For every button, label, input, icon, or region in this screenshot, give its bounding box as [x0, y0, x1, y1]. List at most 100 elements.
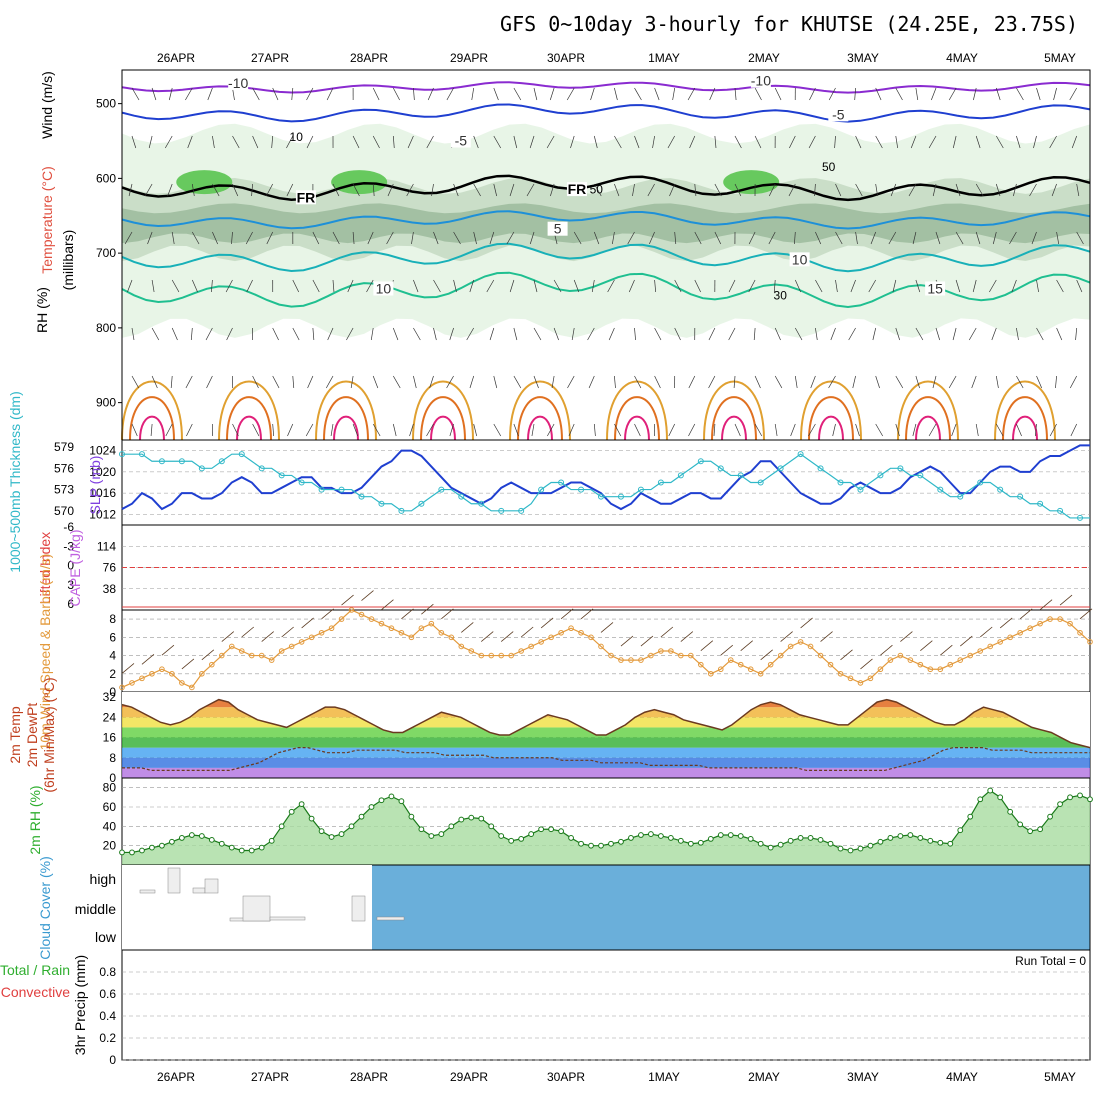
thickness-point: [158, 458, 165, 465]
wind-barb: [509, 279, 515, 293]
rh2m-point: [498, 833, 505, 839]
wind-barb: [975, 183, 984, 197]
thickness-point: [1057, 507, 1064, 514]
date-label-bottom: 26APR: [157, 1070, 195, 1084]
rh2m-point: [538, 826, 545, 833]
contour-label: -10: [228, 75, 248, 91]
temp-contour-30: [721, 415, 747, 441]
wind-point: [1047, 616, 1053, 622]
wind-point: [558, 629, 564, 636]
wind-point: [927, 666, 934, 673]
wind-barb: [185, 87, 193, 101]
wind-barb: [774, 375, 783, 389]
rh2m-point: [837, 845, 844, 852]
precip-ytick: 0.2: [99, 1031, 116, 1045]
rh2m-point: [288, 808, 295, 815]
cloud-bar: [269, 916, 306, 921]
slp-ylabel: SLP (mb): [87, 456, 103, 515]
wind-point: [917, 661, 924, 668]
wind-barb: [568, 423, 575, 437]
wind-barb: [815, 231, 822, 245]
wind-barb: [449, 327, 454, 341]
thickness-point: [1077, 514, 1084, 521]
wind-barb: [694, 279, 701, 293]
thickness-point: [777, 465, 784, 472]
wind-barb: [1076, 231, 1084, 245]
cloud-bar: [139, 889, 156, 894]
temp2m-ytick: 16: [103, 731, 117, 745]
wind-series-line: [121, 609, 1091, 689]
slp-series-line: [121, 444, 1090, 511]
temp-contour-20: [994, 380, 1056, 441]
wind-barb: [366, 279, 374, 293]
contour-label-bg: [450, 133, 471, 148]
wind-barb: [1075, 327, 1078, 341]
wind-barb: [955, 279, 961, 293]
wind-barb: [935, 327, 941, 341]
thickness-point: [178, 458, 185, 465]
wind-barb: [714, 183, 722, 197]
wind-barb: [191, 183, 195, 197]
date-label-top: 3MAY: [847, 51, 879, 65]
wind-point: [209, 661, 215, 668]
wind-barb: [1056, 327, 1063, 341]
wind-barb: [550, 183, 555, 197]
wind-barb: [1036, 375, 1043, 389]
wind-barb: [1029, 183, 1037, 197]
wind-barb: [815, 279, 823, 293]
wind-barb: [1036, 87, 1041, 101]
contour-label-bg: [566, 182, 587, 197]
temp2m-ytick: 0: [109, 771, 116, 785]
wind-point: [398, 629, 405, 636]
wind-point: [827, 661, 834, 668]
temp-contour-5: [121, 210, 1091, 230]
contour-label: FR: [297, 189, 316, 205]
thickness-point: [138, 451, 145, 458]
rh2m-point: [977, 796, 984, 803]
wind-barb: [151, 87, 157, 101]
wind-barb: [652, 135, 655, 149]
date-label-bottom: 30APR: [547, 1070, 585, 1084]
wind-barb-10m: [820, 631, 833, 642]
rh2m-point: [568, 835, 574, 841]
wind-barb: [513, 327, 518, 341]
wind-barb: [832, 423, 836, 437]
wind-barb: [855, 231, 858, 245]
wind-point: [638, 657, 644, 663]
wind-barb: [546, 135, 555, 149]
thickness-point: [258, 465, 265, 472]
cloud-bar: [192, 887, 206, 894]
rh2m-point: [797, 835, 804, 841]
precip-ylabel: 3hr Precip (mm): [72, 955, 88, 1055]
wind-barb: [774, 423, 778, 437]
wind-barb-10m: [421, 603, 434, 615]
wind-barb: [614, 183, 620, 197]
wind-point: [388, 625, 395, 632]
temp-contour-25: [226, 396, 272, 441]
rh2m-point: [168, 838, 175, 845]
rh2m-ytick: 80: [103, 781, 117, 795]
wind-barb: [426, 135, 434, 149]
rh2m-point: [458, 816, 465, 823]
wind-barb: [855, 183, 863, 197]
rh2m-point: [667, 835, 674, 841]
wind-point: [298, 639, 305, 645]
wind-point: [688, 652, 694, 659]
wind-barb: [426, 423, 434, 437]
wind-barb: [667, 135, 676, 149]
wind-barb: [429, 375, 434, 389]
rh2m-point: [917, 835, 924, 841]
temp2m-ytick: 32: [103, 690, 117, 704]
wind-barb: [632, 183, 635, 197]
wind-barb: [513, 423, 519, 437]
wind-barb: [975, 423, 979, 437]
temp-contour-20: [121, 380, 183, 441]
dewpt-series-line: [122, 747, 1090, 772]
rh2m-point: [717, 832, 724, 838]
wind-barb: [433, 231, 439, 245]
wind-barb: [164, 135, 173, 149]
precip-ytick: 0: [109, 1053, 116, 1067]
wind-point: [159, 666, 165, 673]
wind-point: [737, 661, 744, 668]
rh2m-point: [129, 849, 135, 856]
